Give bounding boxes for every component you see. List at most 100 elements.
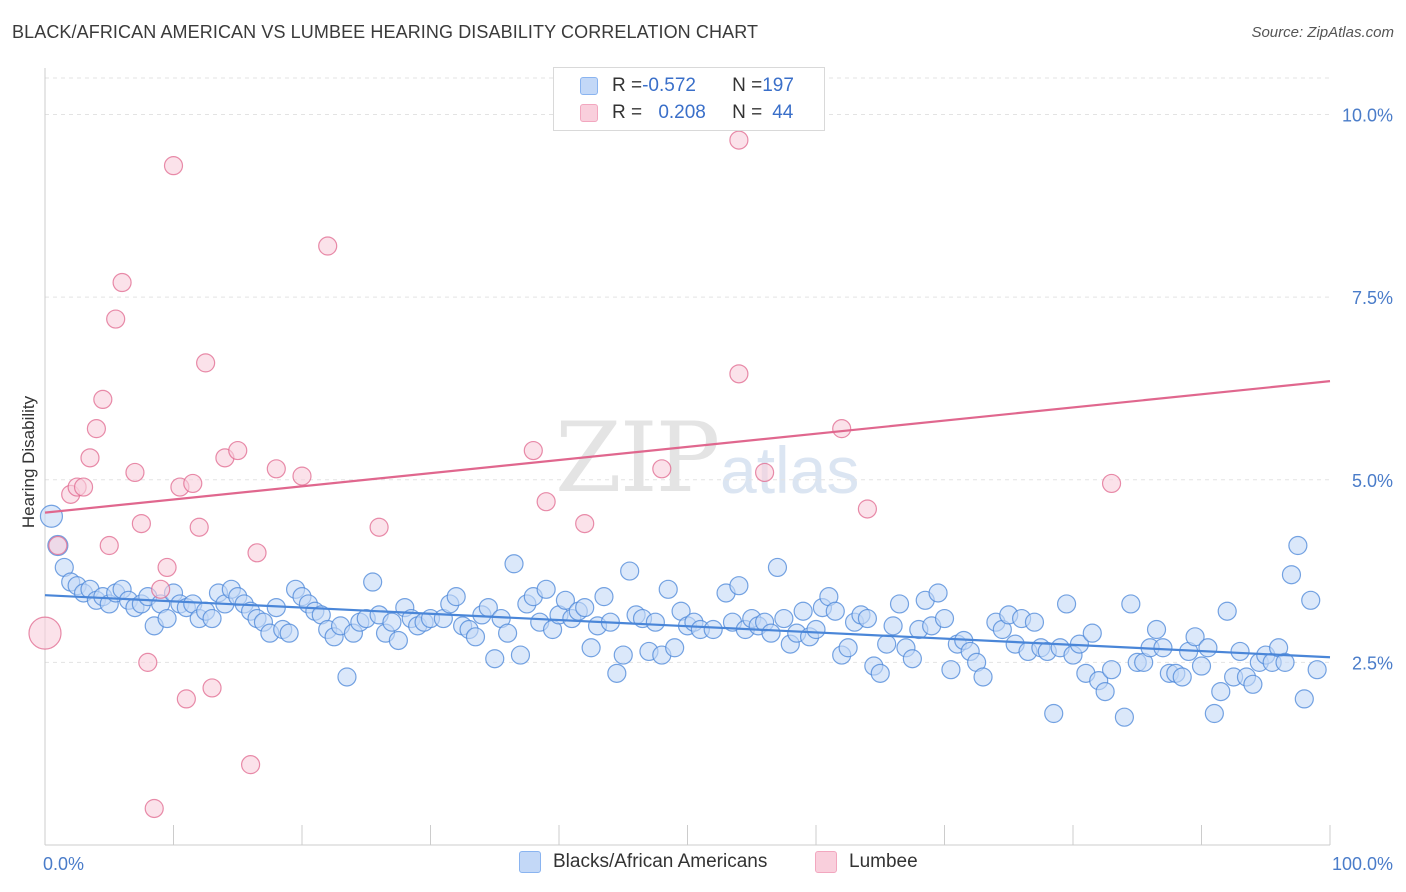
point-blacks (202, 608, 222, 629)
point-lumbee (163, 156, 184, 176)
point-lumbee (575, 513, 595, 534)
point-lumbee (318, 236, 338, 256)
point-lumbee (832, 419, 852, 439)
point-lumbee (369, 517, 389, 537)
point-blacks (729, 576, 749, 596)
legend-r-label: R = (612, 75, 643, 96)
point-lumbee (176, 689, 196, 709)
point-blacks (446, 587, 466, 607)
x-tick-label: 100.0% (1332, 854, 1393, 874)
point-blacks (889, 594, 910, 614)
point-blacks (1275, 652, 1295, 672)
legend-r-label: R = (612, 102, 643, 123)
point-lumbee (106, 309, 126, 329)
point-lumbee (73, 477, 94, 497)
point-blacks (1198, 638, 1218, 658)
point-blacks (1191, 656, 1212, 676)
point-blacks (1288, 535, 1308, 556)
series-swatch-lumbee (815, 851, 837, 873)
point-lumbee (247, 543, 267, 563)
legend-swatch-lumbee (580, 104, 598, 122)
point-blacks (337, 667, 357, 687)
point-blacks (1153, 638, 1173, 658)
correlation-legend: R = -0.572 N = 197 R = 0.208 N = 44 (553, 67, 825, 131)
point-blacks (575, 597, 595, 618)
point-blacks (1301, 590, 1321, 610)
series-legend-lumbee[interactable]: Lumbee (815, 851, 918, 873)
point-blacks (504, 554, 524, 574)
point-lumbee (157, 557, 177, 578)
point-lumbee (857, 499, 878, 519)
point-blacks (620, 561, 640, 581)
series-legend-blacks[interactable]: Blacks/African Americans (519, 851, 767, 873)
point-blacks (774, 608, 794, 629)
point-blacks (902, 649, 922, 669)
point-lumbee (125, 462, 145, 483)
point-blacks (510, 645, 531, 665)
point-blacks (1307, 660, 1327, 680)
point-blacks (1204, 703, 1224, 724)
point-blacks (767, 557, 788, 578)
point-lumbee (523, 440, 543, 461)
series-label-lumbee: Lumbee (849, 851, 918, 872)
legend-swatch-blacks (580, 77, 598, 95)
point-blacks (941, 660, 961, 680)
point-lumbee (112, 272, 132, 293)
point-blacks (1294, 689, 1314, 709)
point-blacks (581, 638, 601, 658)
point-lumbee (189, 517, 209, 537)
point-blacks (39, 504, 64, 528)
point-lumbee (28, 616, 62, 650)
point-blacks (498, 623, 518, 643)
point-blacks (157, 608, 177, 629)
watermark-atlas: atlas (720, 433, 860, 507)
point-lumbee (536, 492, 556, 512)
chart-title: BLACK/AFRICAN AMERICAN VS LUMBEE HEARING… (12, 22, 759, 42)
point-blacks (761, 623, 781, 643)
point-lumbee (99, 535, 119, 556)
point-lumbee (151, 579, 171, 599)
point-blacks (279, 623, 299, 643)
point-blacks (536, 579, 556, 599)
y-axis-label: Hearing Disability (19, 395, 38, 528)
point-lumbee (131, 513, 151, 534)
y-tick-label: 5.0% (1352, 471, 1393, 491)
legend-r-value: -0.572 (642, 75, 696, 96)
point-blacks (1121, 594, 1141, 614)
point-blacks (613, 645, 633, 665)
point-lumbee (292, 466, 312, 486)
point-blacks (703, 619, 723, 640)
point-blacks (883, 616, 903, 636)
trendline-lumbee (44, 380, 1331, 514)
point-blacks (1243, 674, 1263, 694)
point-lumbee (228, 440, 248, 461)
point-blacks (1230, 641, 1250, 662)
legend-n-label: N = (732, 102, 763, 123)
point-blacks (1101, 660, 1122, 680)
point-lumbee (93, 389, 113, 410)
point-lumbee (80, 448, 100, 468)
series-swatch-blacks (519, 851, 541, 873)
point-blacks (825, 601, 845, 621)
point-blacks (838, 638, 858, 658)
legend-n-label: N = (732, 75, 763, 96)
x-tick-label: 0.0% (43, 854, 84, 874)
point-blacks (1114, 707, 1135, 727)
legend-r-value: 0.208 (658, 102, 706, 123)
point-blacks (363, 572, 383, 592)
legend-n-value: 197 (762, 75, 794, 96)
point-lumbee (196, 353, 216, 373)
y-tick-label: 10.0% (1342, 106, 1393, 126)
point-lumbee (729, 364, 749, 384)
point-blacks (1024, 612, 1045, 632)
legend-row-lumbee: R = 0.208 N = 44 (554, 99, 793, 127)
point-blacks (1095, 681, 1115, 702)
point-blacks (485, 649, 505, 669)
point-blacks (877, 634, 897, 654)
point-lumbee (183, 473, 203, 494)
point-blacks (465, 627, 486, 647)
point-blacks (1211, 681, 1231, 702)
point-blacks (555, 590, 576, 610)
point-lumbee (652, 459, 672, 479)
